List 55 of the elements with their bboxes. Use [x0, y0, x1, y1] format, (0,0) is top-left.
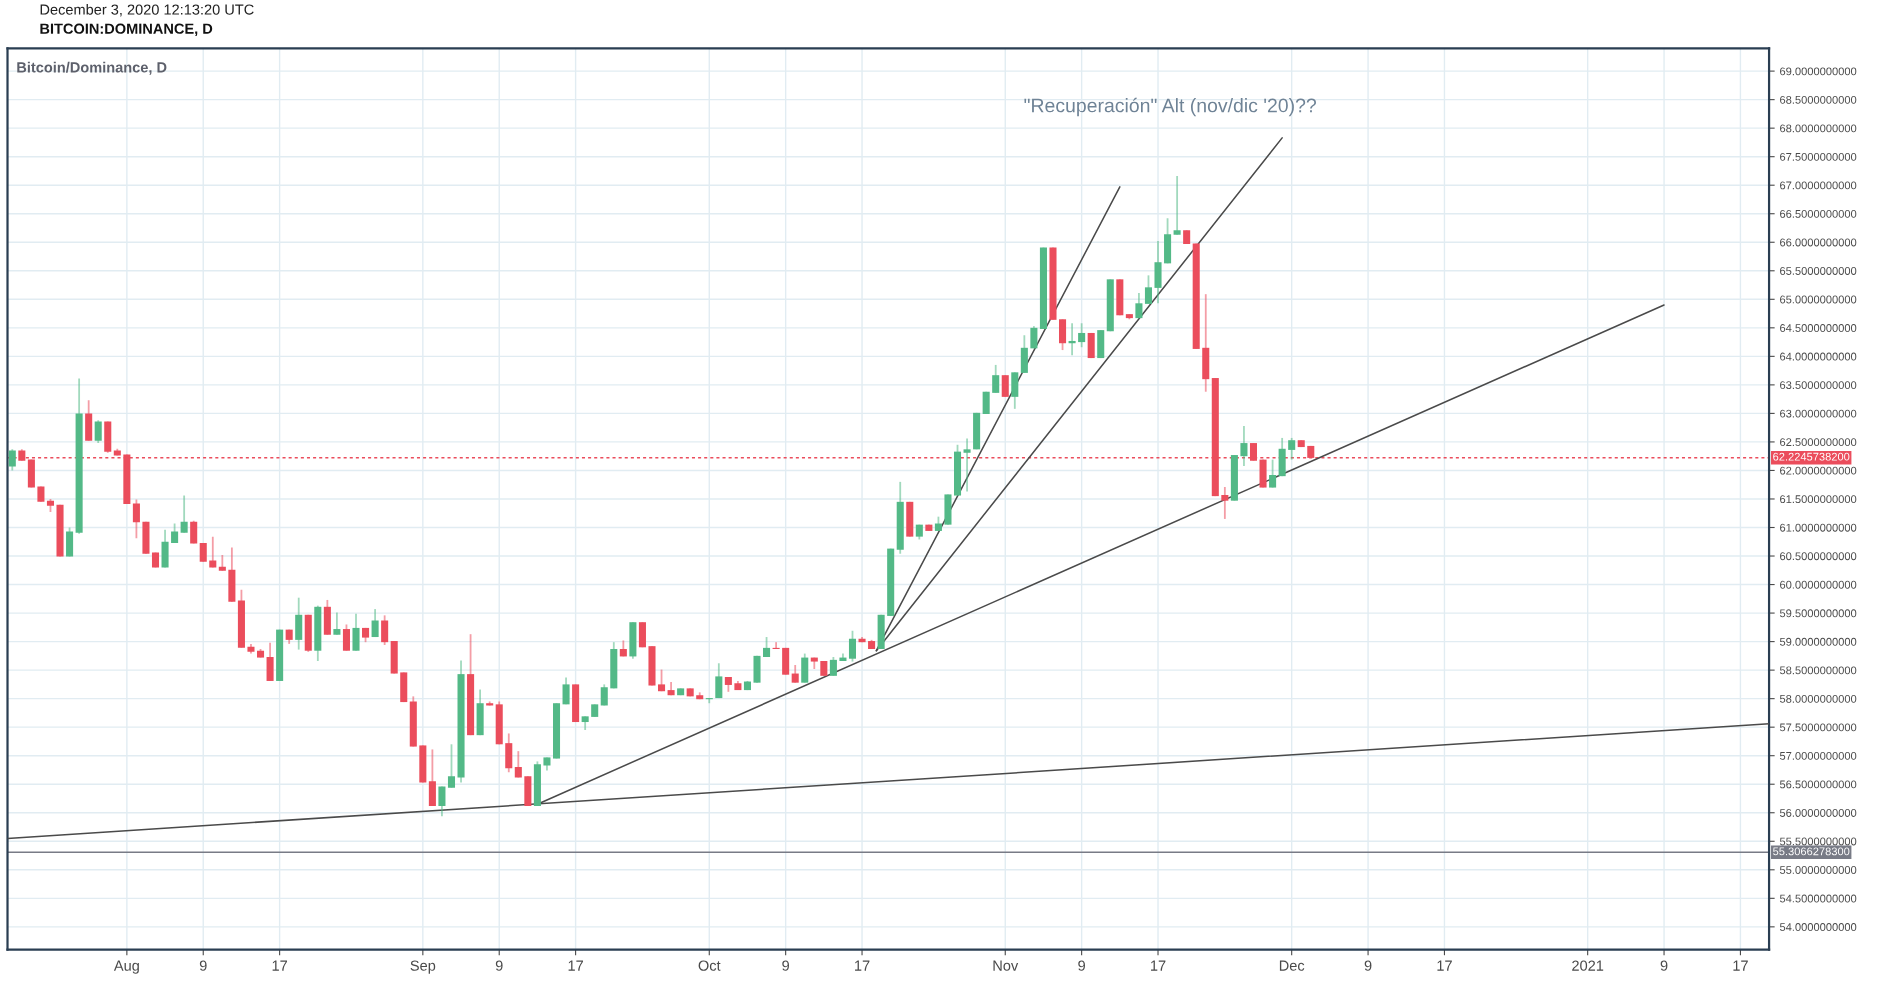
- x-tick-label: 17: [1151, 960, 1166, 971]
- y-tick-label: 60.5000000000: [1780, 552, 1857, 561]
- x-tick-label: Nov: [993, 960, 1019, 971]
- y-tick-label: 56.5000000000: [1779, 780, 1857, 789]
- x-tick-label: 9: [199, 960, 207, 971]
- x-tick-label: Dec: [1279, 960, 1305, 971]
- y-tick-label: 64.0000000000: [1780, 352, 1857, 361]
- y-tick-label: 64.5000000000: [1780, 324, 1857, 332]
- x-tick-label: 2021: [1572, 960, 1604, 971]
- y-tick-label: 54.5000000000: [1779, 894, 1857, 903]
- x-tick-label: 9: [1364, 960, 1372, 971]
- x-tick-label: Sep: [410, 960, 436, 974]
- y-tick-label: 55.5000000000: [1779, 837, 1857, 846]
- x-tick-label: 9: [1078, 960, 1085, 971]
- y-tick-label: 60.0000000000: [1780, 580, 1857, 589]
- y-tick-label: 55.0000000000: [1779, 866, 1857, 874]
- y-tick-label: 62.5000000000: [1780, 438, 1857, 447]
- x-tick-label: 17: [1437, 960, 1452, 971]
- y-tick-label: 67.5000000000: [1780, 152, 1857, 161]
- x-tick-label: 17: [855, 960, 870, 971]
- y-tick-label: 63.5000000000: [1780, 381, 1857, 390]
- x-tick-label: 9: [782, 960, 790, 971]
- y-tick-label: 61.0000000000: [1780, 523, 1857, 532]
- ref-line-label: 62.2245738200: [1773, 452, 1850, 461]
- y-tick-label: 59.0000000000: [1779, 637, 1857, 646]
- y-tick-label: 66.0000000000: [1780, 238, 1857, 247]
- y-tick-label: 68.5000000000: [1780, 95, 1857, 104]
- x-tick-label: Oct: [698, 960, 721, 971]
- y-tick-label: 69.0000000000: [1780, 67, 1857, 76]
- x-tick-label: 9: [495, 960, 503, 971]
- y-tick-label: 63.0000000000: [1780, 409, 1857, 418]
- x-tick-label: 17: [272, 960, 287, 971]
- chart-title: BITCOIN:DOMINANCE, D: [40, 23, 213, 36]
- ref-line-label: 55.3066278300: [1773, 847, 1850, 856]
- y-tick-label: 59.5000000000: [1779, 609, 1857, 618]
- y-tick-label: 66.5000000000: [1780, 210, 1857, 218]
- x-tick-label: 17: [568, 960, 583, 971]
- y-tick-label: 61.5000000000: [1780, 495, 1857, 504]
- chart-subtitle: December 3, 2020 12:13:20 UTC: [40, 4, 254, 17]
- y-tick-label: 56.0000000000: [1779, 809, 1857, 817]
- annotation: Bitcoin/Dominance, D: [17, 61, 167, 75]
- y-tick-label: 65.0000000000: [1780, 295, 1857, 304]
- y-tick-label: 62.0000000000: [1780, 466, 1857, 475]
- y-tick-label: 65.5000000000: [1780, 267, 1857, 275]
- x-tick-label: Aug: [113, 960, 139, 974]
- y-tick-label: 58.5000000000: [1779, 666, 1857, 675]
- x-tick-label: 17: [1733, 960, 1748, 971]
- y-tick-label: 54.0000000000: [1779, 923, 1857, 931]
- y-tick-label: 57.5000000000: [1779, 723, 1857, 732]
- y-tick-label: 58.0000000000: [1779, 694, 1857, 703]
- annotation: "Recuperación" Alt (nov/dic '20)??: [1024, 97, 1316, 117]
- y-tick-label: 67.0000000000: [1780, 181, 1857, 190]
- x-tick-label: 9: [1660, 960, 1668, 971]
- y-tick-label: 68.0000000000: [1780, 124, 1857, 133]
- y-tick-label: 57.0000000000: [1779, 751, 1857, 760]
